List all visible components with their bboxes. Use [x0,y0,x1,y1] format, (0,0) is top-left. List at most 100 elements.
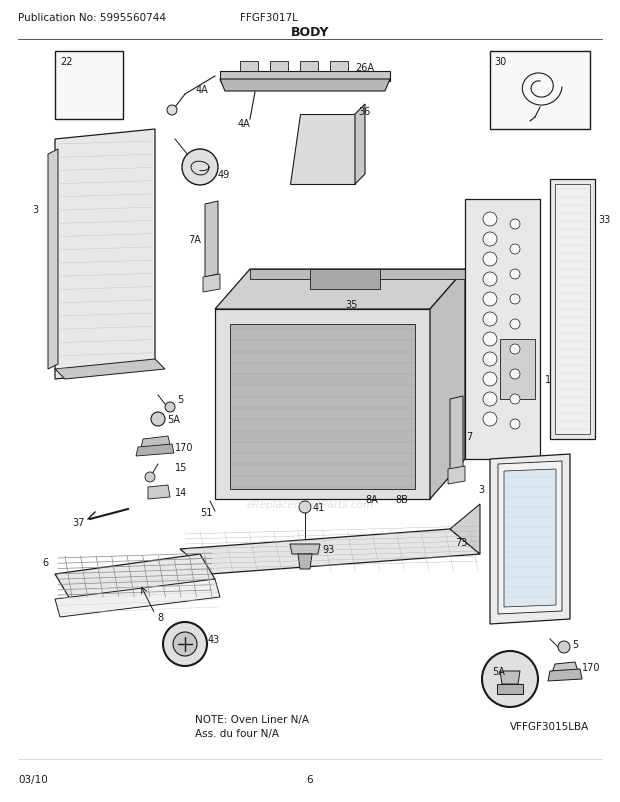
FancyBboxPatch shape [55,52,123,119]
Polygon shape [250,269,465,280]
Text: 5A: 5A [492,666,505,676]
Polygon shape [490,455,570,624]
Polygon shape [141,436,170,448]
Text: 7A: 7A [188,235,201,245]
Text: 5: 5 [572,639,578,649]
Text: 3: 3 [478,484,484,494]
Polygon shape [298,554,312,569]
Circle shape [173,632,197,656]
Polygon shape [290,115,355,184]
Polygon shape [55,359,165,379]
Polygon shape [215,269,465,310]
Circle shape [510,245,520,255]
Polygon shape [555,184,590,435]
Polygon shape [497,684,523,695]
Circle shape [483,273,497,286]
Text: 35: 35 [345,300,357,310]
Text: 6: 6 [307,774,313,784]
Text: 8A: 8A [365,494,378,504]
Circle shape [482,651,538,707]
Circle shape [483,392,497,407]
Polygon shape [500,671,520,684]
Polygon shape [136,444,174,456]
Polygon shape [450,504,480,554]
Polygon shape [552,662,578,673]
Text: FFGF3017L: FFGF3017L [240,13,298,23]
Circle shape [483,233,497,247]
Text: 1: 1 [545,375,551,384]
Text: Publication No: 5995560744: Publication No: 5995560744 [18,13,166,23]
Text: 49: 49 [218,170,230,180]
Text: 7: 7 [466,431,472,441]
Polygon shape [55,579,220,618]
Polygon shape [230,325,415,489]
Circle shape [483,412,497,427]
Text: 170: 170 [582,662,601,672]
Text: 22: 22 [60,57,73,67]
Circle shape [151,412,165,427]
Polygon shape [240,62,258,72]
Polygon shape [55,554,215,599]
Text: eReplacementParts.com: eReplacementParts.com [246,500,374,509]
Circle shape [163,622,207,666]
Circle shape [483,313,497,326]
Polygon shape [498,461,562,614]
Polygon shape [550,180,595,439]
Text: 33: 33 [598,215,610,225]
Polygon shape [220,72,390,82]
Text: VFFGF3015LBA: VFFGF3015LBA [510,721,589,731]
Text: Ass. du four N/A: Ass. du four N/A [195,728,279,738]
Text: 43: 43 [208,634,220,644]
Polygon shape [95,100,110,115]
Text: 8: 8 [157,612,163,622]
Circle shape [483,373,497,387]
Circle shape [145,472,155,482]
Text: 30: 30 [494,57,507,67]
Polygon shape [148,485,170,500]
Polygon shape [504,469,556,607]
Polygon shape [55,130,155,379]
Polygon shape [355,105,365,184]
Polygon shape [205,202,218,277]
FancyBboxPatch shape [490,52,590,130]
Text: 4A: 4A [238,119,250,129]
Polygon shape [68,64,108,110]
Text: 3: 3 [32,205,38,215]
Polygon shape [220,80,390,92]
Text: 4A: 4A [196,85,209,95]
Circle shape [510,419,520,429]
Circle shape [483,253,497,267]
Polygon shape [203,274,220,293]
Circle shape [510,395,520,404]
Polygon shape [430,269,465,500]
Circle shape [483,293,497,306]
Circle shape [483,333,497,346]
Circle shape [483,353,497,367]
Text: 03/10: 03/10 [18,774,48,784]
Polygon shape [290,545,320,554]
Polygon shape [448,467,465,484]
Polygon shape [270,62,288,72]
Polygon shape [215,310,430,500]
Circle shape [299,501,311,513]
Polygon shape [48,150,58,370]
Text: 41: 41 [313,502,326,512]
Circle shape [510,269,520,280]
Polygon shape [180,529,480,574]
Text: 73: 73 [455,537,467,547]
Circle shape [165,403,175,412]
Text: 6: 6 [42,557,48,567]
Text: 170: 170 [175,443,193,452]
Polygon shape [548,669,582,681]
Circle shape [510,320,520,330]
Polygon shape [330,62,348,72]
Polygon shape [465,200,540,460]
Circle shape [182,150,218,186]
Text: 37: 37 [72,517,84,528]
Text: 93: 93 [322,545,334,554]
Circle shape [510,294,520,305]
Polygon shape [450,396,463,472]
Circle shape [558,642,570,653]
Text: 51: 51 [200,508,213,517]
Text: BODY: BODY [291,26,329,38]
